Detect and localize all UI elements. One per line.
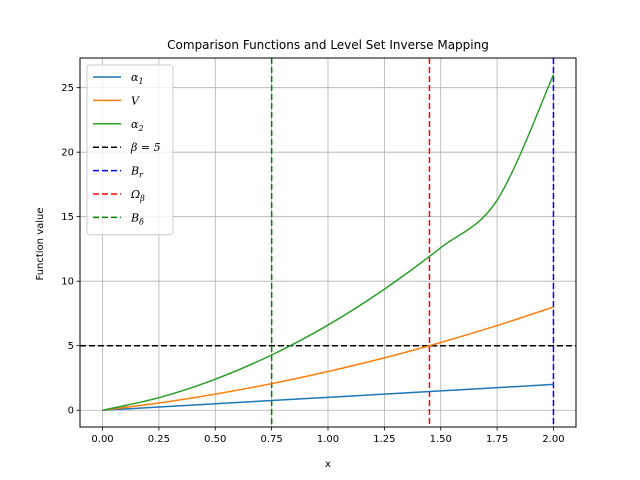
x-tick-label: 1.50 — [430, 434, 452, 445]
legend: α1 Vα2 β = 5 Br Ωβ Bδ — [86, 64, 174, 236]
x-tick-label: 2.00 — [542, 434, 564, 445]
series-alpha-2 — [102, 74, 555, 411]
legend-entry-label: α2 — [131, 118, 144, 133]
x-axis-label: x — [325, 459, 331, 470]
y-tick-label: 10 — [61, 277, 74, 288]
y-tick-label: 0 — [68, 406, 74, 417]
x-tick-label: 0.25 — [148, 434, 170, 445]
axis-ticks: 0.00 0.25 0.50 0.75 1.00 1.25 1.50 1.75 2.00 0 5 10… — [61, 83, 564, 445]
x-tick-label: 1.75 — [486, 434, 508, 445]
y-axis-label: Function value — [35, 207, 46, 280]
legend-box — [86, 64, 174, 236]
x-tick-label: 0.50 — [204, 434, 226, 445]
legend-entry-label: α1 — [131, 71, 144, 86]
legend-entry-label: V — [131, 94, 140, 107]
x-tick-label: 0.75 — [261, 434, 283, 445]
y-tick-label: 20 — [61, 148, 74, 159]
x-tick-label: 1.25 — [373, 434, 395, 445]
legend-entry-label: Br — [130, 165, 144, 180]
y-tick-label: 5 — [68, 341, 74, 352]
legend-entry-label: Ωβ — [130, 188, 145, 203]
x-tick-label: 1.00 — [317, 434, 339, 445]
y-tick-label: 25 — [61, 83, 74, 94]
plot-lines — [80, 58, 576, 427]
y-tick-label: 15 — [61, 212, 74, 223]
series-alpha-1 — [102, 383, 554, 411]
x-tick-label: 0.00 — [91, 434, 113, 445]
legend-entry-label: Bδ — [130, 211, 144, 226]
chart-title: Comparison Functions and Level Set Inver… — [167, 38, 489, 52]
legend-entry-label: β = 5 — [130, 141, 161, 154]
series-v — [102, 306, 554, 411]
